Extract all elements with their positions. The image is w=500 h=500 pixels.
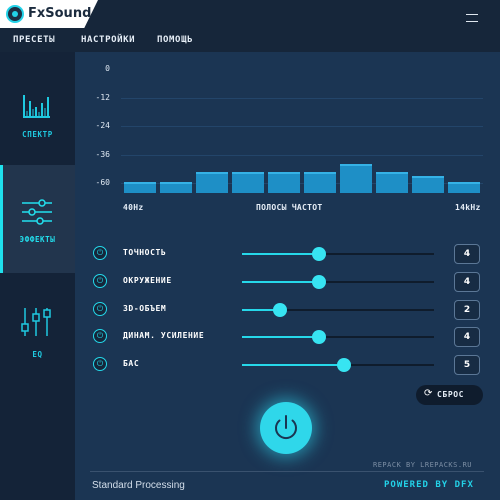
main-power-button[interactable] [260, 402, 312, 454]
refresh-icon: ⟳ [424, 388, 433, 399]
effect-value-box: 4 [454, 244, 480, 264]
effect-toggle-power-icon[interactable]: ⏻ [93, 302, 107, 316]
x-axis-title: ПОЛОСЫ ЧАСТОТ [256, 203, 323, 212]
effect-toggle-power-icon[interactable]: ⏻ [93, 274, 107, 288]
effect-row-ambience: ⏻ ОКРУЖЕНИЕ 4 [90, 271, 485, 293]
effect-label: ТОЧНОСТЬ [123, 248, 167, 257]
logo-icon [6, 5, 24, 23]
spectrum-bar [160, 182, 192, 193]
watermark: REPACK BY LRЕPACKS.RU [373, 461, 473, 469]
effect-value-box: 4 [454, 327, 480, 347]
effect-slider[interactable] [242, 247, 434, 261]
spectrum-bar [304, 171, 336, 193]
x-axis-start-label: 40Hz [123, 203, 144, 212]
spectrum-chart: 40Hz ПОЛОСЫ ЧАСТОТ 14kHz 0 -12 -24 -36 -60 [90, 60, 485, 212]
y-tick-label: -24 [95, 121, 110, 131]
sliders-icon [22, 199, 52, 225]
spectrum-bar [232, 171, 264, 193]
reset-button-label: СБРОС [437, 390, 465, 399]
effect-toggle-power-icon[interactable]: ⏻ [93, 246, 107, 260]
slider-knob[interactable] [311, 330, 326, 344]
spectrum-bar [412, 176, 444, 193]
effect-toggle-power-icon[interactable]: ⏻ [93, 357, 107, 371]
sidebar-item-effects[interactable]: ЭФФЕКТЫ [0, 165, 75, 273]
sidebar-item-label: EQ [32, 350, 43, 359]
spectrum-bar [448, 182, 480, 193]
spectrum-icon [23, 95, 50, 118]
x-axis-end-label: 14kHz [455, 203, 481, 212]
effect-slider[interactable] [242, 275, 434, 289]
effect-label: 3D-ОБЪЕМ [123, 304, 167, 313]
effect-slider[interactable] [242, 330, 434, 344]
powered-by-label: POWERED BY DFX [384, 480, 474, 490]
effect-value-box: 4 [454, 272, 480, 292]
effect-label: БАС [123, 359, 140, 368]
effect-row-bass: ⏻ БАС 5 [90, 354, 485, 376]
slider-fill [242, 364, 344, 366]
sidebar-item-label: ЭФФЕКТЫ [19, 235, 56, 244]
slider-fill [242, 253, 319, 255]
slider-knob[interactable] [311, 247, 326, 261]
menu-item-presets[interactable]: ПРЕСЕТЫ [13, 35, 56, 45]
gridline [121, 126, 483, 128]
slider-knob[interactable] [311, 275, 326, 289]
y-tick-label: -60 [95, 178, 110, 188]
effect-row-dynamic-boost: ⏻ ДИНАМ. УСИЛЕНИЕ 4 [90, 326, 485, 348]
effect-row-3d-surround: ⏻ 3D-ОБЪЕМ 2 [90, 299, 485, 321]
gridline [121, 154, 483, 156]
effect-row-fidelity: ⏻ ТОЧНОСТЬ 4 [90, 243, 485, 265]
effect-slider[interactable] [242, 303, 434, 317]
sidebar-item-label: СПЕКТР [22, 130, 53, 139]
power-icon [275, 415, 297, 440]
sidebar: СПЕКТР ЭФФЕКТЫ EQ [0, 52, 75, 500]
footer-divider [90, 471, 484, 472]
spectrum-bar [340, 164, 372, 193]
logo-text: FxSound [28, 6, 92, 21]
menu-item-help[interactable]: ПОМОЩЬ [157, 35, 194, 45]
reset-button[interactable]: ⟳ СБРОС [416, 385, 483, 405]
spectrum-bar [268, 171, 300, 193]
spectrum-bar [196, 171, 228, 193]
y-tick-label: -36 [95, 149, 110, 159]
effect-slider[interactable] [242, 358, 434, 372]
y-tick-label: 0 [105, 64, 110, 73]
effect-value-box: 2 [454, 300, 480, 320]
effect-toggle-power-icon[interactable]: ⏻ [93, 329, 107, 343]
menu-item-settings[interactable]: НАСТРОЙКИ [81, 35, 136, 45]
slider-knob[interactable] [273, 303, 288, 317]
menu-bar: ПРЕСЕТЫ НАСТРОЙКИ ПОМОЩЬ [0, 30, 500, 52]
effect-label: ОКРУЖЕНИЕ [123, 276, 172, 285]
slider-knob[interactable] [336, 358, 351, 372]
slider-fill [242, 309, 281, 311]
slider-fill [242, 281, 319, 283]
slider-fill [242, 336, 319, 338]
sidebar-item-spectrum[interactable]: СПЕКТР [0, 57, 75, 165]
y-tick-label: -12 [95, 92, 110, 102]
gridline [121, 183, 483, 185]
equalizer-icon [21, 308, 51, 336]
title-bar: FxSound [0, 0, 500, 30]
spectrum-bar [124, 182, 156, 193]
spectrum-bar [376, 171, 408, 193]
gridline [121, 97, 483, 99]
sidebar-item-eq[interactable]: EQ [0, 274, 75, 382]
status-text: Standard Processing [92, 480, 185, 491]
hamburger-menu-icon[interactable] [466, 14, 478, 22]
effect-value-box: 5 [454, 355, 480, 375]
effect-label: ДИНАМ. УСИЛЕНИЕ [123, 331, 205, 340]
logo: FxSound [0, 0, 98, 28]
active-indicator [0, 165, 3, 273]
